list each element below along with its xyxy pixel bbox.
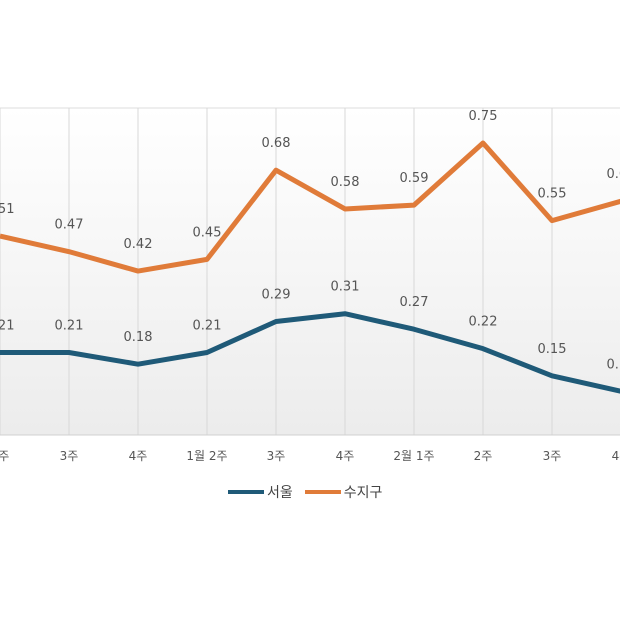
x-tick-label: 2월 1주: [393, 449, 434, 463]
x-tick-label: 4주: [612, 449, 620, 463]
data-label: 0.68: [262, 136, 291, 151]
x-tick-label: 1월 2주: [186, 449, 227, 463]
data-label: 0.58: [331, 175, 360, 190]
data-label: 0.15: [538, 342, 567, 357]
data-label: 0.45: [193, 225, 222, 240]
data-label: 0.22: [469, 315, 498, 330]
x-tick-label: 2주: [0, 449, 9, 463]
x-tick-label: 3주: [543, 449, 562, 463]
data-label: 0.75: [469, 109, 498, 124]
legend-swatch-seoul: [228, 490, 264, 494]
x-tick-label: 4주: [129, 449, 148, 463]
legend-swatch-suji: [304, 490, 341, 494]
legend-label-suji: 수지구: [343, 485, 383, 501]
data-label: 0.27: [400, 295, 429, 310]
data-label: 0.47: [55, 218, 84, 233]
legend: 서울 수지구: [228, 482, 394, 502]
data-label: 0.18: [124, 330, 153, 345]
data-label: 0.51: [0, 202, 14, 217]
legend-label-seoul: 서울: [267, 485, 293, 501]
data-label: 0.55: [538, 187, 567, 202]
series-line-1: [0, 140, 620, 274]
data-label: 0.29: [262, 287, 291, 302]
legend-item-seoul: 서울: [228, 482, 293, 502]
data-label: 0.42: [124, 237, 153, 252]
series-line-0: [0, 311, 620, 394]
legend-item-suji: 수지구: [304, 482, 383, 502]
data-label: 0.21: [193, 319, 222, 334]
x-tick-label: 2주: [474, 449, 493, 463]
data-label: 0.11: [607, 357, 620, 372]
data-label: 0.21: [0, 319, 14, 334]
data-label: 0.21: [55, 319, 84, 334]
data-label: 0.31: [331, 280, 360, 295]
plot-area: [0, 108, 620, 435]
x-tick-label: 3주: [60, 449, 79, 463]
x-tick-label: 4주: [336, 449, 355, 463]
x-tick-label: 3주: [267, 449, 286, 463]
data-label: 0.60: [607, 167, 620, 182]
data-label: 0.59: [400, 171, 429, 186]
